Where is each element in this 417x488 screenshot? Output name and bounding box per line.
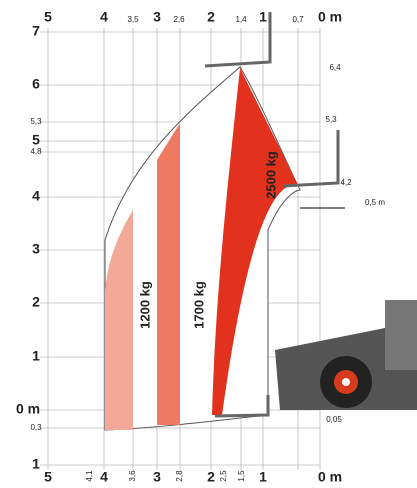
left-axis-label: 1 [32, 348, 40, 364]
left-axis-minor: 0,3 [30, 423, 42, 432]
annotation: 0,5 m [365, 198, 385, 207]
left-axis-label: 5 [32, 132, 40, 148]
left-axis-label: 6 [32, 76, 40, 92]
bottom-axis-label: 2 [207, 469, 215, 485]
left-axis-label: 7 [32, 23, 40, 39]
forks [204, 12, 340, 418]
left-axis-label: 2 [32, 294, 40, 310]
bottom-axis-minor: 2,8 [175, 470, 184, 482]
zones [104, 66, 301, 431]
zone-light [105, 210, 133, 430]
top-axis-minor: 3,5 [127, 15, 139, 24]
top-axis-label: 2 [207, 9, 215, 25]
bottom-axis-label: 4 [100, 469, 108, 485]
bottom-axis-minor: 2,5 [219, 470, 228, 482]
left-axis-label: 4 [32, 188, 40, 204]
top-axis-minor: 1,4 [235, 15, 247, 24]
top-axis-label: 5 [44, 9, 52, 25]
bottom-axis-label: 3 [153, 469, 161, 485]
load-label: 1200 kg [137, 281, 152, 329]
top-axis-minor: 0,7 [292, 15, 304, 24]
left-axis-label: 3 [32, 241, 40, 257]
zone-red [212, 68, 298, 415]
left-axis-minor: 5,3 [30, 117, 42, 126]
zone-mid [157, 123, 180, 425]
top-axis-label: 0 m [318, 9, 342, 25]
left-axis-label: 1 [32, 456, 40, 472]
bottom-axis-label: 1 [259, 469, 267, 485]
machine [275, 300, 417, 410]
top-axis-label: 3 [153, 9, 161, 25]
annotation: 5,3 [325, 115, 337, 124]
bottom-axis-minor: 3,6 [128, 470, 137, 482]
envelope [104, 66, 301, 431]
load-label: 1700 kg [191, 281, 206, 329]
left-axis-minor: 4,8 [30, 147, 42, 156]
top-axis-label: 1 [259, 9, 267, 25]
annotation: 0,05 [326, 415, 342, 424]
bottom-axis-minor: 1,5 [237, 470, 246, 482]
bottom-axis-label: 0 m [318, 469, 342, 485]
top-axis-label: 4 [100, 9, 108, 25]
left-axis-label: 0 m [16, 401, 40, 417]
annotation: 4,2 [340, 178, 352, 187]
bottom-axis-label: 5 [44, 469, 52, 485]
top-axis-minor: 2,6 [173, 15, 185, 24]
load-label: 2500 kg [263, 151, 278, 199]
bottom-axis-minor: 4,1 [85, 470, 94, 482]
annotation: 6,4 [329, 63, 341, 72]
